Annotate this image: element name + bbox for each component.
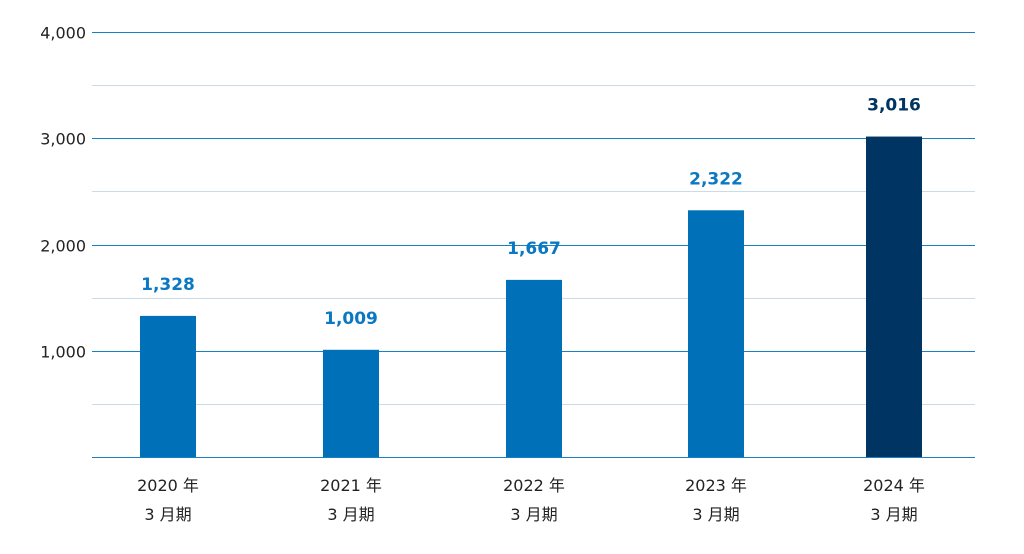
x-tick-label: 3 月期 (692, 505, 739, 524)
y-tick-label: 1,000 (40, 343, 86, 362)
x-tick-label: 2021 年 (320, 476, 382, 495)
data-label: 1,009 (324, 309, 378, 329)
bar (866, 136, 922, 458)
data-labels: 1,328 1,009 1,667 2,322 3,016 (141, 96, 921, 329)
data-label: 1,328 (141, 275, 195, 295)
x-tick-label: 2022 年 (503, 476, 565, 495)
x-tick-label: 3 月期 (144, 505, 191, 524)
bar (506, 279, 562, 457)
y-tick-label: 3,000 (40, 130, 86, 149)
bar (323, 349, 379, 457)
x-tick-label: 3 月期 (510, 505, 557, 524)
bar (140, 315, 196, 457)
x-tick-label: 3 月期 (870, 505, 917, 524)
x-tick-label: 2024 年 (863, 476, 925, 495)
bar (688, 210, 744, 457)
x-tick-label: 2023 年 (685, 476, 747, 495)
x-tick-label: 2020 年 (137, 476, 199, 495)
y-axis-tick-labels: 1,000 2,000 3,000 4,000 (40, 24, 86, 362)
bars (140, 136, 922, 458)
y-tick-label: 2,000 (40, 237, 86, 256)
x-axis-tick-labels: 2020 年 3 月期 2021 年 3 月期 2022 年 3 月期 2023 年 3 月期… (137, 476, 925, 524)
data-label: 3,016 (867, 96, 921, 116)
data-label: 2,322 (689, 169, 743, 189)
data-label: 1,667 (507, 239, 561, 259)
y-tick-label: 4,000 (40, 24, 86, 43)
x-tick-label: 3 月期 (327, 505, 374, 524)
